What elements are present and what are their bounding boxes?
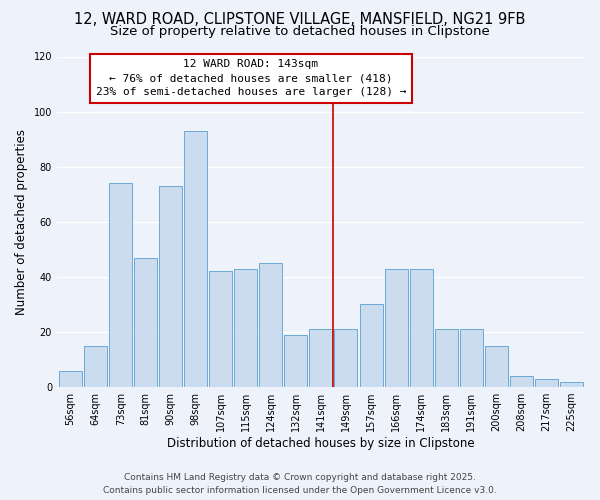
Bar: [485, 346, 508, 387]
Bar: [410, 268, 433, 387]
Bar: [284, 334, 307, 387]
Bar: [334, 329, 358, 387]
Bar: [259, 263, 283, 387]
Bar: [209, 272, 232, 387]
Bar: [235, 268, 257, 387]
Bar: [560, 382, 583, 387]
Bar: [509, 376, 533, 387]
Bar: [159, 186, 182, 387]
Bar: [535, 379, 558, 387]
Bar: [84, 346, 107, 387]
Text: 12, WARD ROAD, CLIPSTONE VILLAGE, MANSFIELD, NG21 9FB: 12, WARD ROAD, CLIPSTONE VILLAGE, MANSFI…: [74, 12, 526, 28]
Text: 12 WARD ROAD: 143sqm
← 76% of detached houses are smaller (418)
23% of semi-deta: 12 WARD ROAD: 143sqm ← 76% of detached h…: [95, 60, 406, 98]
Bar: [184, 131, 208, 387]
Bar: [385, 268, 407, 387]
Bar: [310, 329, 332, 387]
Bar: [109, 183, 132, 387]
Bar: [134, 258, 157, 387]
Y-axis label: Number of detached properties: Number of detached properties: [15, 129, 28, 315]
Bar: [434, 329, 458, 387]
Text: Contains HM Land Registry data © Crown copyright and database right 2025.
Contai: Contains HM Land Registry data © Crown c…: [103, 473, 497, 495]
Text: Size of property relative to detached houses in Clipstone: Size of property relative to detached ho…: [110, 25, 490, 38]
X-axis label: Distribution of detached houses by size in Clipstone: Distribution of detached houses by size …: [167, 437, 475, 450]
Bar: [59, 370, 82, 387]
Bar: [359, 304, 383, 387]
Bar: [460, 329, 482, 387]
